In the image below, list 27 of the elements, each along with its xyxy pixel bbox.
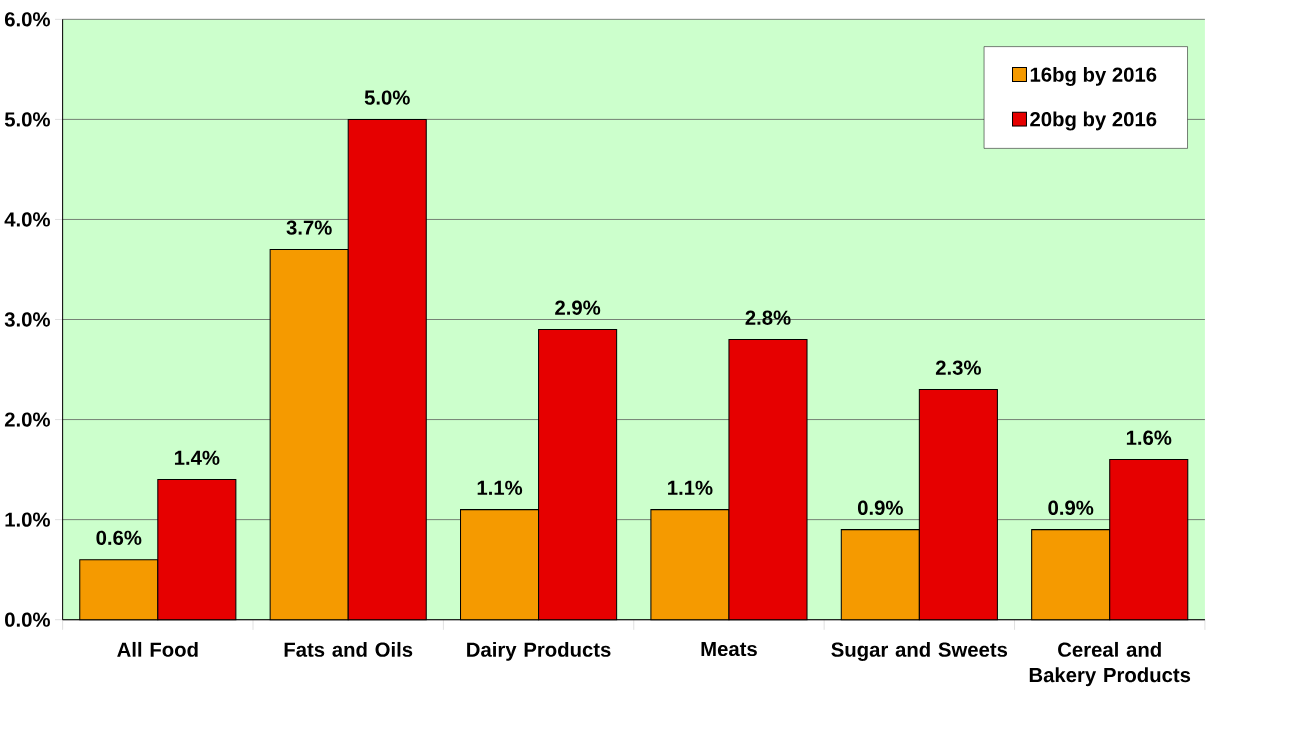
data-label: 0.9% (1048, 500, 1094, 516)
data-label: 2.3% (935, 360, 981, 375)
x-tick-label: Dairy Products (467, 642, 611, 661)
data-label: 1.4% (174, 450, 220, 466)
data-label: 1.1% (477, 480, 523, 496)
data-label: 1.1% (668, 480, 713, 496)
data-label: 2.9% (555, 300, 601, 315)
y-tick-label: 5.0% (4, 112, 50, 127)
x-tick-label: Cereal and Bakery Products (1029, 642, 1191, 687)
legend-label: 16bg by 2016 (1030, 67, 1157, 87)
x-tick-label: All Food (117, 642, 198, 657)
data-label: 1.6% (1126, 430, 1172, 446)
y-tick-label: 1.0% (5, 512, 50, 527)
y-tick-label: 6.0% (4, 12, 50, 27)
data-label: 0.6% (96, 530, 142, 546)
legend-label: 20bg by 2016 (1030, 111, 1157, 131)
y-tick-label: 4.0% (4, 212, 50, 227)
x-tick-label: Meats (701, 642, 757, 657)
y-tick-label: 0.0% (5, 612, 50, 627)
data-label: 3.7% (286, 220, 332, 235)
y-tick-label: 2.0% (4, 412, 50, 427)
y-tick-label: 3.0% (4, 312, 50, 327)
x-tick-label: Fats and Oils (284, 642, 413, 657)
data-label: 2.8% (745, 310, 791, 325)
x-tick-label: Sugar and Sweets (831, 642, 1008, 662)
data-label: 5.0% (364, 90, 410, 105)
data-label: 0.9% (857, 500, 903, 516)
